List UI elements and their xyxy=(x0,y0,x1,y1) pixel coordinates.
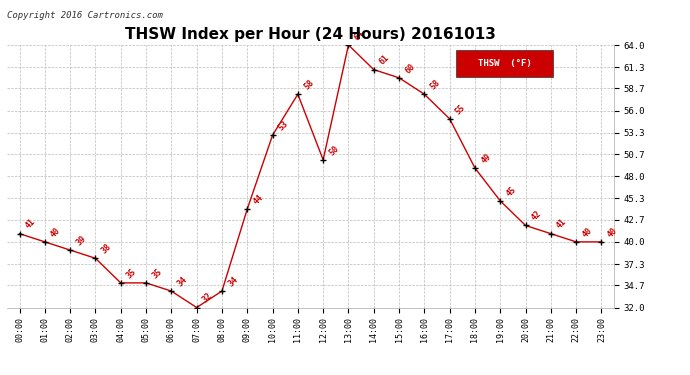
Text: 38: 38 xyxy=(99,242,113,255)
Text: 60: 60 xyxy=(403,62,417,75)
Text: Copyright 2016 Cartronics.com: Copyright 2016 Cartronics.com xyxy=(7,11,163,20)
Text: 34: 34 xyxy=(175,275,189,288)
Text: 39: 39 xyxy=(75,234,88,247)
Text: 42: 42 xyxy=(530,209,543,223)
Text: 61: 61 xyxy=(378,53,391,67)
Text: 40: 40 xyxy=(49,226,63,239)
Text: 49: 49 xyxy=(479,152,493,165)
Text: 32: 32 xyxy=(201,291,215,305)
Text: 40: 40 xyxy=(580,226,594,239)
Text: 45: 45 xyxy=(504,184,518,198)
Text: 34: 34 xyxy=(226,275,239,288)
Title: THSW Index per Hour (24 Hours) 20161013: THSW Index per Hour (24 Hours) 20161013 xyxy=(125,27,496,42)
Text: THSW  (°F): THSW (°F) xyxy=(478,59,532,68)
Text: 35: 35 xyxy=(150,267,164,280)
Text: 41: 41 xyxy=(23,217,37,231)
Text: 58: 58 xyxy=(302,78,315,92)
Text: 58: 58 xyxy=(428,78,442,92)
Text: 53: 53 xyxy=(277,119,290,132)
Text: 50: 50 xyxy=(327,144,341,157)
Text: 55: 55 xyxy=(454,103,467,116)
Text: 44: 44 xyxy=(251,193,265,206)
Text: 64: 64 xyxy=(353,29,366,42)
Text: 40: 40 xyxy=(606,226,619,239)
Text: 41: 41 xyxy=(555,217,569,231)
FancyBboxPatch shape xyxy=(456,50,553,76)
Text: 35: 35 xyxy=(125,267,139,280)
